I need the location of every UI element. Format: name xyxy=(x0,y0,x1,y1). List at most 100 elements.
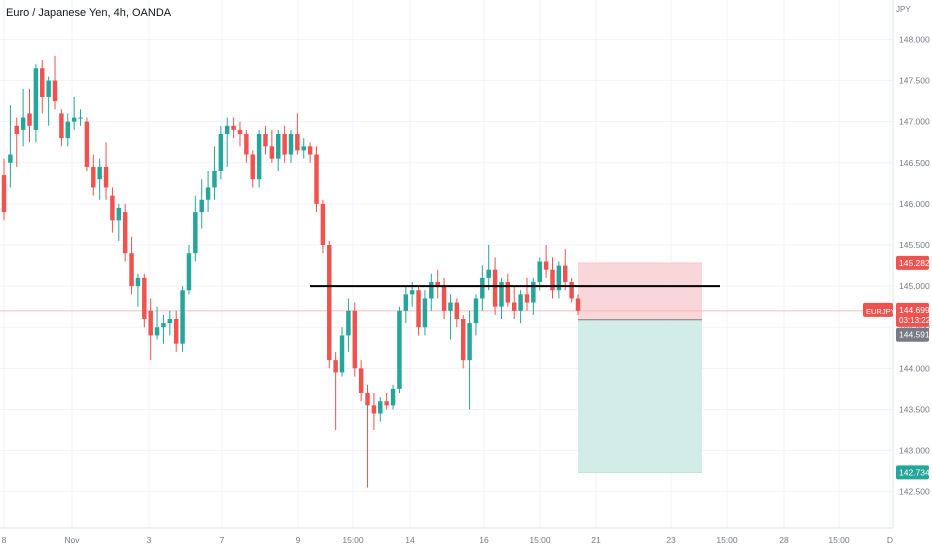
time-tick-label: 9 xyxy=(296,535,301,545)
candle-body xyxy=(59,113,64,139)
candle-body xyxy=(40,68,45,97)
candle-body xyxy=(307,146,313,155)
price-tick-label: 145.500 xyxy=(899,240,930,250)
candle-body xyxy=(212,171,217,188)
candle-body xyxy=(365,393,370,406)
candle-body xyxy=(486,269,491,278)
candle-body xyxy=(65,121,71,139)
candle-body xyxy=(288,134,294,155)
price-tick-label: 148.000 xyxy=(899,34,930,44)
candle-body xyxy=(135,277,141,287)
candle-body xyxy=(480,277,485,299)
time-tick-label: 7 xyxy=(220,535,225,545)
target-price-label: 142.734 xyxy=(899,467,930,477)
countdown-label: 03:13:22 xyxy=(899,316,931,325)
candle-body xyxy=(52,80,58,102)
time-tick-label: D xyxy=(887,535,893,545)
candle-body xyxy=(250,154,255,180)
chart-title: Euro / Japanese Yen, 4h, OANDA xyxy=(6,7,172,19)
candle-body xyxy=(314,154,319,204)
time-tick-label: 15:00 xyxy=(828,535,850,545)
candle-body xyxy=(403,294,409,311)
stop-loss-zone xyxy=(578,262,702,320)
candle-body xyxy=(97,166,102,180)
candle-body xyxy=(46,80,51,97)
candle-body xyxy=(110,195,115,221)
candle-body xyxy=(27,113,32,126)
candle-body xyxy=(173,319,179,344)
candle-body xyxy=(473,298,479,324)
price-tick-label: 147.000 xyxy=(899,117,930,127)
candle-body xyxy=(129,253,134,287)
candle-body xyxy=(537,261,542,282)
candle-body xyxy=(244,134,249,155)
candle-body xyxy=(518,294,523,311)
symbol-tag-bg xyxy=(863,302,893,317)
time-tick-label: 16 xyxy=(479,535,489,545)
candle-body xyxy=(333,360,338,373)
candle-body xyxy=(378,401,383,414)
time-tick-label: 15:00 xyxy=(529,535,551,545)
time-tick-label: Nov xyxy=(64,535,80,545)
candle-body xyxy=(1,175,7,213)
candle-body xyxy=(543,261,549,270)
candle-body xyxy=(441,286,447,311)
time-tick-label: 15:00 xyxy=(342,535,364,545)
candle-body xyxy=(575,298,581,311)
candle-body xyxy=(14,125,19,134)
candle-body xyxy=(180,290,185,344)
candle-body xyxy=(282,134,287,155)
candle-body xyxy=(8,154,13,163)
candle-body xyxy=(371,405,377,414)
candle-body xyxy=(563,265,568,282)
candle-body xyxy=(237,129,243,134)
candle-body xyxy=(320,203,326,245)
candle-body xyxy=(71,117,77,122)
candle-body xyxy=(524,294,530,303)
candle-body xyxy=(467,323,472,361)
candle-body xyxy=(397,310,402,389)
candle-body xyxy=(161,323,166,328)
price-tick-label: 146.500 xyxy=(899,158,930,168)
candle-body xyxy=(256,134,262,180)
price-tick-label: 146.000 xyxy=(899,199,930,209)
candle-body xyxy=(460,319,466,361)
candle-body xyxy=(339,335,345,373)
candle-body xyxy=(556,265,562,291)
candle-body xyxy=(148,310,153,336)
time-tick-label: 21 xyxy=(591,535,601,545)
price-tick-label: 147.500 xyxy=(899,76,930,86)
candle-body xyxy=(269,146,275,159)
price-tick-label: 144.500 xyxy=(899,322,930,332)
stop-price-label-bg xyxy=(896,255,929,270)
candle-body xyxy=(84,121,90,167)
candle-body xyxy=(499,282,504,307)
time-tick-label: 8 xyxy=(2,535,7,545)
candle-body xyxy=(122,212,128,254)
time-tick-label: 28 xyxy=(779,535,789,545)
candle-body xyxy=(505,282,511,303)
stop-price-label: 145.282 xyxy=(899,258,930,268)
candle-body xyxy=(276,134,281,159)
candle-body xyxy=(550,269,555,291)
candle-body xyxy=(205,187,211,200)
candle-body xyxy=(384,401,389,406)
candle-body xyxy=(116,208,122,221)
candle-body xyxy=(301,146,306,151)
candle-body xyxy=(352,310,358,369)
candle-body xyxy=(218,134,224,171)
candle-body xyxy=(199,199,204,213)
currency-label: JPY xyxy=(896,5,911,14)
candle-body xyxy=(531,282,536,303)
time-tick-label: 15:00 xyxy=(716,535,738,545)
candle-body xyxy=(346,310,351,336)
candle-body xyxy=(231,125,236,130)
candle-body xyxy=(358,368,364,393)
candle-body xyxy=(390,388,396,406)
price-tick-label: 143.000 xyxy=(899,446,930,456)
last-price-bg xyxy=(896,302,929,327)
candle-body xyxy=(186,253,192,291)
time-tick-label: 23 xyxy=(666,535,676,545)
entry-price-label: 144.591 xyxy=(899,330,930,340)
